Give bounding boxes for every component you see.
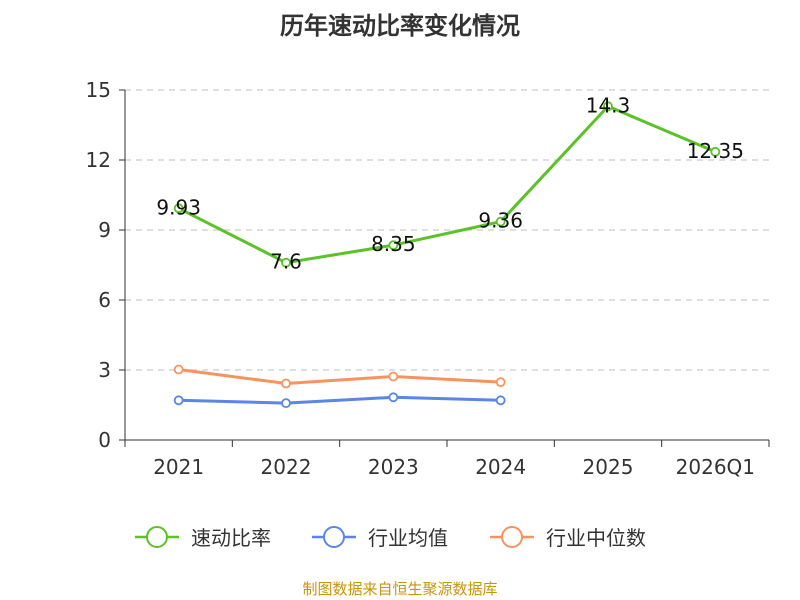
data-point[interactable] <box>388 371 399 382</box>
data-point[interactable] <box>173 203 184 214</box>
data-point[interactable] <box>710 146 721 157</box>
y-tick-label: 6 <box>98 288 111 312</box>
legend-label: 行业中位数 <box>546 526 646 550</box>
chart-title: 历年速动比率变化情况 <box>280 12 520 40</box>
y-tick-label: 12 <box>86 148 111 172</box>
data-point[interactable] <box>495 395 506 406</box>
data-point[interactable] <box>388 240 399 251</box>
legend-label: 行业均值 <box>368 526 448 550</box>
axes: 0 3 6 9 12 15 2021 2022 2023 2024 2025 2026Q1 <box>86 78 770 479</box>
data-label: 12.35 <box>687 139 744 163</box>
y-tick-label: 9 <box>98 218 111 242</box>
x-tick-label: 2024 <box>475 455 526 479</box>
data-labels: 9.93 7.6 8.35 9.36 14.3 12.35 <box>156 93 744 273</box>
data-label: 7.6 <box>270 250 302 274</box>
data-point[interactable] <box>603 101 613 112</box>
data-point[interactable] <box>388 392 399 403</box>
legend-marker <box>323 526 345 548</box>
y-tick-label: 3 <box>98 358 111 382</box>
data-label: 8.35 <box>371 232 416 256</box>
data-point[interactable] <box>281 378 291 389</box>
data-point[interactable] <box>495 377 506 388</box>
x-tick-label: 2026Q1 <box>676 455 755 479</box>
data-point[interactable] <box>173 395 184 406</box>
legend-label: 速动比率 <box>191 526 271 550</box>
y-tick-label: 15 <box>86 78 111 102</box>
series-lines <box>173 101 721 409</box>
y-tick-label: 0 <box>98 428 111 452</box>
data-label: 14.3 <box>586 93 631 117</box>
data-point[interactable] <box>173 364 184 375</box>
series-line <box>177 104 717 265</box>
legend-marker <box>501 526 523 548</box>
data-point[interactable] <box>495 216 506 227</box>
grid-lines <box>125 89 769 371</box>
legend-marker <box>146 526 168 548</box>
data-point[interactable] <box>281 398 291 409</box>
source-note: 制图数据来自恒生聚源数据库 <box>302 580 497 598</box>
x-tick-label: 2022 <box>261 455 312 479</box>
series-line <box>177 395 503 405</box>
legend-item[interactable]: 行业中位数 <box>490 526 646 550</box>
legend[interactable]: 速动比率 行业均值 行业中位数 <box>135 526 646 550</box>
series-line <box>177 368 503 385</box>
legend-item[interactable]: 速动比率 <box>135 526 271 550</box>
data-label: 9.36 <box>478 209 523 233</box>
x-tick-label: 2021 <box>153 455 204 479</box>
data-label: 9.93 <box>156 195 201 219</box>
data-point[interactable] <box>281 257 291 268</box>
x-tick-label: 2023 <box>368 455 419 479</box>
x-tick-label: 2025 <box>583 455 634 479</box>
legend-item[interactable]: 行业均值 <box>312 526 448 550</box>
